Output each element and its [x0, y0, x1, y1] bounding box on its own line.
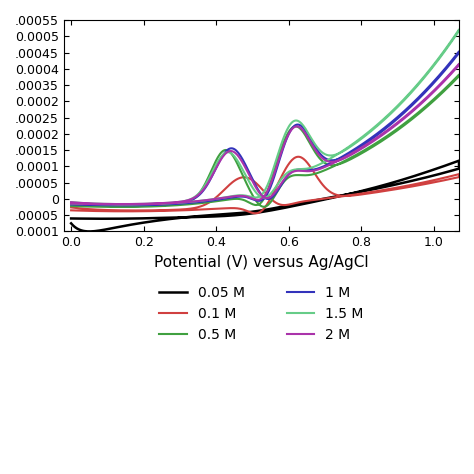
1.5 M: [456, 27, 462, 32]
Line: 1.5 M: 1.5 M: [71, 29, 459, 204]
0.5 M: [175, 202, 181, 208]
0.5 M: [255, 202, 261, 208]
0.05 M: [348, 191, 354, 196]
1.5 M: [175, 200, 181, 206]
0.05 M: [174, 215, 180, 220]
0.05 M: [117, 224, 123, 229]
0.05 M: [254, 210, 260, 216]
0.5 M: [118, 204, 124, 210]
2 M: [68, 201, 74, 206]
1 M: [116, 202, 122, 208]
0.1 M: [350, 192, 356, 198]
0.5 M: [456, 72, 462, 77]
0.5 M: [116, 203, 122, 209]
0.05 M: [68, 216, 74, 221]
2 M: [373, 137, 378, 143]
1 M: [349, 149, 355, 155]
Line: 2 M: 2 M: [71, 64, 459, 204]
1.5 M: [68, 201, 74, 206]
1 M: [122, 202, 128, 208]
2 M: [255, 197, 261, 203]
0.05 M: [372, 185, 377, 191]
1.5 M: [373, 125, 378, 130]
Legend: 0.05 M, 0.1 M, 0.5 M, 1 M, 1.5 M, 2 M: 0.05 M, 0.1 M, 0.5 M, 1 M, 1.5 M, 2 M: [154, 281, 369, 348]
2 M: [68, 200, 74, 205]
Line: 0.5 M: 0.5 M: [71, 74, 459, 207]
0.05 M: [68, 220, 74, 226]
Line: 0.1 M: 0.1 M: [71, 157, 459, 213]
2 M: [349, 151, 355, 157]
1.5 M: [68, 200, 74, 205]
0.1 M: [374, 190, 379, 195]
0.5 M: [68, 201, 74, 207]
1 M: [175, 201, 181, 207]
1 M: [393, 117, 399, 123]
2 M: [393, 122, 399, 128]
1.5 M: [349, 143, 355, 148]
0.1 M: [253, 210, 259, 216]
0.05 M: [456, 158, 462, 164]
0.5 M: [349, 155, 355, 161]
0.1 M: [296, 154, 301, 160]
1.5 M: [116, 201, 122, 207]
1 M: [68, 201, 74, 207]
0.1 M: [116, 208, 122, 213]
2 M: [175, 200, 181, 206]
0.5 M: [68, 203, 74, 209]
0.5 M: [373, 142, 378, 148]
1.5 M: [393, 106, 399, 111]
0.1 M: [68, 205, 74, 210]
0.1 M: [255, 210, 261, 216]
1 M: [68, 200, 74, 206]
0.5 M: [393, 128, 399, 134]
X-axis label: Potential (V) versus Ag/AgCl: Potential (V) versus Ag/AgCl: [154, 255, 369, 270]
0.1 M: [174, 208, 180, 213]
Line: 0.05 M: 0.05 M: [71, 161, 459, 231]
2 M: [456, 61, 462, 67]
1 M: [456, 48, 462, 54]
0.05 M: [392, 179, 398, 185]
0.05 M: [87, 228, 92, 234]
Line: 1 M: 1 M: [71, 51, 459, 205]
0.1 M: [394, 186, 400, 192]
1.5 M: [255, 194, 261, 200]
1.5 M: [122, 201, 128, 207]
1 M: [373, 134, 378, 139]
2 M: [116, 201, 122, 207]
1 M: [255, 198, 261, 204]
2 M: [120, 201, 126, 207]
0.1 M: [68, 208, 74, 213]
